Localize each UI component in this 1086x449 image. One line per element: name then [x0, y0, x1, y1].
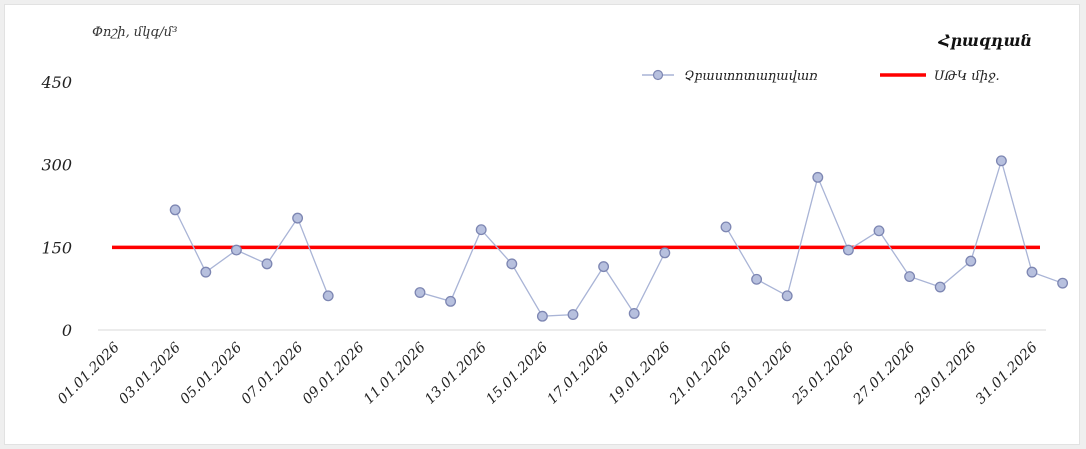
y-axis-label: Փոշի, մկգ/մ³ — [92, 25, 177, 40]
data-point — [536, 310, 548, 322]
data-point — [904, 271, 916, 282]
data-point — [292, 212, 304, 224]
data-point — [812, 171, 824, 183]
x-tick-label: 05.01.2026 — [177, 339, 245, 407]
data-point — [230, 244, 242, 256]
data-point — [720, 221, 732, 233]
y-tick-label: 0 — [62, 321, 72, 340]
y-tick-label: 300 — [41, 156, 72, 175]
legend-series-marker — [652, 69, 664, 81]
x-tick-label: 17.01.2026 — [544, 339, 612, 407]
x-tick-label: 31.01.2026 — [973, 339, 1041, 407]
data-point — [261, 258, 273, 270]
data-point — [1026, 266, 1038, 278]
data-point — [506, 258, 518, 270]
series-line — [725, 158, 1063, 297]
data-point — [445, 295, 457, 307]
data-point — [414, 287, 426, 298]
legend-threshold-label: ՍԹԿ միջ. — [934, 69, 1000, 84]
x-ticks: 01.01.202603.01.202605.01.202607.01.2026… — [55, 339, 1041, 408]
x-tick-label: 21.01.2026 — [666, 339, 735, 408]
data-point — [322, 290, 334, 302]
legend-series-label: Չբաստոտաղավառ — [684, 69, 818, 84]
x-tick-label: 11.01.2026 — [361, 339, 429, 407]
x-tick-label: 09.01.2026 — [300, 339, 368, 407]
data-point — [873, 225, 885, 237]
data-point — [169, 204, 181, 216]
x-tick-label: 07.01.2026 — [238, 339, 306, 407]
y-ticks: 0 150 300 450 — [40, 73, 72, 340]
series-line — [174, 209, 329, 297]
x-tick-label: 25.01.2026 — [789, 339, 858, 408]
data-point — [751, 273, 763, 285]
data-point — [598, 261, 610, 273]
data-point — [1057, 277, 1069, 289]
data-point — [781, 290, 793, 302]
y-tick-label: 450 — [40, 73, 72, 92]
data-point — [628, 308, 640, 319]
data-point — [659, 247, 671, 259]
x-tick-label: 19.01.2026 — [606, 339, 674, 407]
data-point — [567, 309, 579, 321]
x-tick-label: 29.01.2026 — [911, 339, 980, 408]
y-tick-label: 150 — [41, 238, 72, 257]
series-line — [419, 228, 666, 317]
data-point — [842, 244, 854, 256]
chart-title: Հրազդան — [938, 31, 1032, 50]
legend: Չբաստոտաղավառ ՍԹԿ միջ. — [642, 69, 1000, 84]
data-point — [965, 255, 977, 267]
data-point — [995, 155, 1007, 167]
x-tick-label: 13.01.2026 — [422, 339, 490, 407]
x-tick-label: 15.01.2026 — [483, 339, 551, 407]
plot-area — [98, 155, 1069, 331]
data-point — [200, 266, 212, 278]
data-point — [934, 281, 946, 293]
chart-frame — [4, 4, 1080, 445]
x-tick-label: 23.01.2026 — [727, 339, 796, 408]
x-tick-label: 01.01.2026 — [55, 339, 123, 407]
x-tick-label: 03.01.2026 — [116, 339, 184, 407]
data-point — [475, 224, 487, 236]
x-tick-label: 27.01.2026 — [850, 339, 919, 408]
